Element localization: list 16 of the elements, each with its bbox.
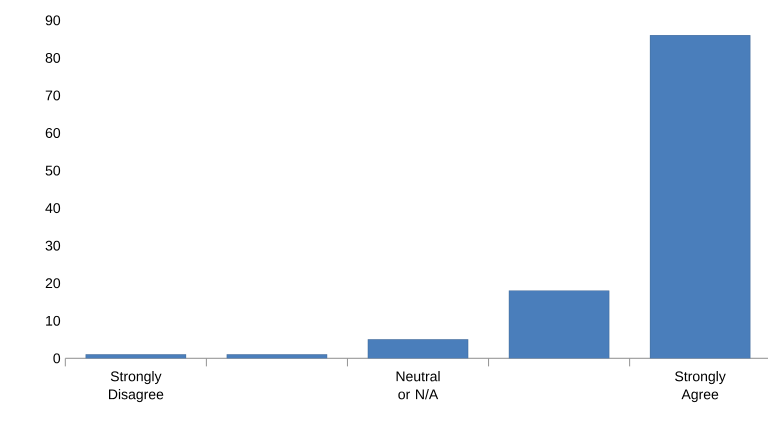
y-tick-label: 20 bbox=[46, 278, 60, 288]
y-tick-label: 0 bbox=[53, 353, 60, 364]
y-tick-label: 50 bbox=[46, 166, 60, 176]
x-tick-label: Strongly Disagree bbox=[109, 371, 164, 402]
bar bbox=[368, 339, 468, 358]
y-tick-label: 10 bbox=[46, 316, 60, 326]
y-tick-label: 90 bbox=[46, 15, 60, 26]
y-tick-label: 30 bbox=[46, 240, 60, 251]
x-tick-label: Neutral or N/A bbox=[396, 371, 440, 400]
y-tick-label: 60 bbox=[46, 128, 60, 138]
y-tick-label: 70 bbox=[46, 90, 60, 100]
bar bbox=[508, 290, 610, 358]
x-tick-label: Strongly Agree bbox=[675, 371, 726, 402]
y-tick-label: 40 bbox=[45, 203, 60, 214]
y-tick-label: 80 bbox=[46, 52, 60, 63]
bar bbox=[650, 35, 750, 358]
